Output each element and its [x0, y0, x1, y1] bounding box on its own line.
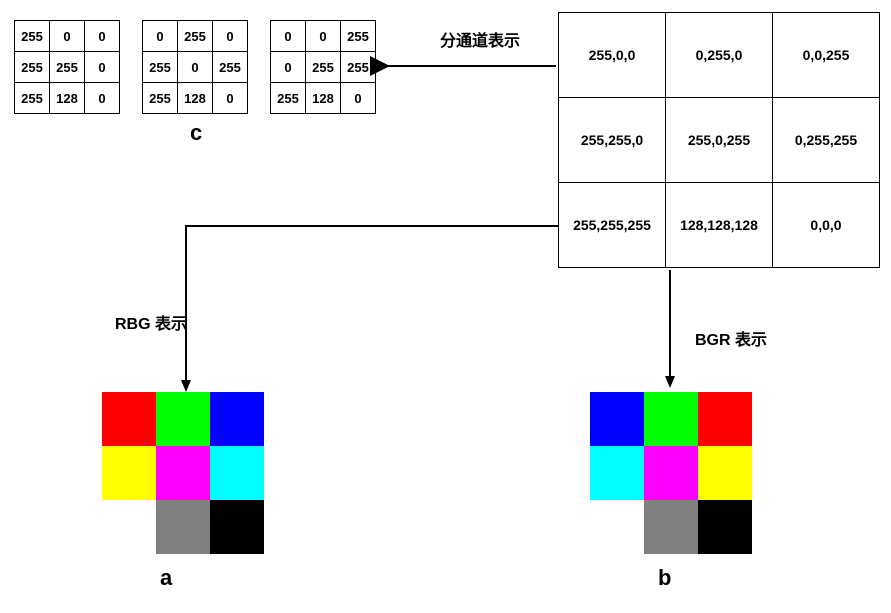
- ch-cell: 255: [213, 52, 248, 83]
- swatch: [590, 500, 644, 554]
- ch-cell: 0: [143, 21, 178, 52]
- swatch: [590, 446, 644, 500]
- swatch: [698, 500, 752, 554]
- ch-cell: 255: [15, 83, 50, 114]
- big-cell: 0,0,0: [773, 183, 880, 268]
- ch-cell: 0: [271, 21, 306, 52]
- big-cell: 255,255,0: [559, 98, 666, 183]
- swatch: [102, 500, 156, 554]
- swatch: [156, 446, 210, 500]
- big-cell: 0,0,255: [773, 13, 880, 98]
- ch-cell: 255: [341, 52, 376, 83]
- big-cell: 255,0,255: [666, 98, 773, 183]
- label-rbg: RBG 表示: [115, 310, 187, 334]
- ch-cell: 0: [50, 21, 85, 52]
- swatch: [644, 392, 698, 446]
- ch-cell: 255: [15, 52, 50, 83]
- ch-cell: 0: [178, 52, 213, 83]
- big-cell: 0,255,255: [773, 98, 880, 183]
- arrow-to-channels-icon: [378, 56, 558, 76]
- swatch: [156, 500, 210, 554]
- swatch: [210, 446, 264, 500]
- arrow-to-b-icon: [660, 268, 680, 392]
- ch-cell: 255: [271, 83, 306, 114]
- ch-cell: 128: [178, 83, 213, 114]
- big-cell: 0,255,0: [666, 13, 773, 98]
- subfigure-label-a: a: [160, 565, 172, 591]
- big-cell: 128,128,128: [666, 183, 773, 268]
- swatch: [644, 446, 698, 500]
- ch-cell: 0: [85, 83, 120, 114]
- ch-cell: 255: [341, 21, 376, 52]
- color-grid-b: [590, 392, 752, 554]
- ch-cell: 0: [85, 52, 120, 83]
- subfigure-label-b: b: [658, 565, 671, 591]
- label-split-channels: 分通道表示: [440, 27, 520, 51]
- swatch: [210, 392, 264, 446]
- channel-table-1: 02550 2550255 2551280: [142, 20, 248, 114]
- ch-cell: 128: [50, 83, 85, 114]
- ch-cell: 0: [213, 21, 248, 52]
- ch-cell: 255: [306, 52, 341, 83]
- channel-table-0: 25500 2552550 2551280: [14, 20, 120, 114]
- arrow-to-a-icon: [178, 218, 568, 398]
- swatch: [102, 446, 156, 500]
- big-cell: 255,255,255: [559, 183, 666, 268]
- rgb-triplet-table: 255,0,0 0,255,0 0,0,255 255,255,0 255,0,…: [558, 12, 880, 268]
- color-grid-a: [102, 392, 264, 554]
- ch-cell: 255: [143, 52, 178, 83]
- ch-cell: 0: [85, 21, 120, 52]
- swatch: [698, 446, 752, 500]
- ch-cell: 0: [341, 83, 376, 114]
- swatch: [698, 392, 752, 446]
- swatch: [156, 392, 210, 446]
- ch-cell: 255: [143, 83, 178, 114]
- ch-cell: 0: [213, 83, 248, 114]
- swatch: [102, 392, 156, 446]
- ch-cell: 0: [306, 21, 341, 52]
- big-cell: 255,0,0: [559, 13, 666, 98]
- subfigure-label-c: c: [190, 120, 202, 146]
- swatch: [210, 500, 264, 554]
- ch-cell: 255: [15, 21, 50, 52]
- swatch: [644, 500, 698, 554]
- ch-cell: 0: [271, 52, 306, 83]
- label-bgr: BGR 表示: [695, 326, 767, 350]
- swatch: [590, 392, 644, 446]
- ch-cell: 255: [50, 52, 85, 83]
- ch-cell: 255: [178, 21, 213, 52]
- ch-cell: 128: [306, 83, 341, 114]
- channel-table-2: 00255 0255255 2551280: [270, 20, 376, 114]
